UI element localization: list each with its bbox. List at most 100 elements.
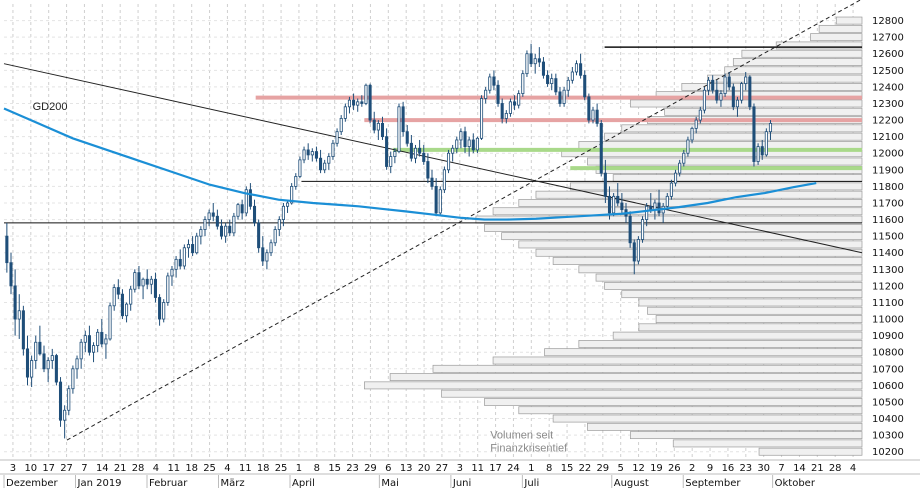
candle-body [314,151,318,159]
volume-profile-bar [441,389,863,398]
volume-profile-bar [664,107,863,116]
y-tick-label: 11100 [872,298,904,309]
candle-body [215,215,219,227]
candle-body [628,215,632,244]
volume-profile-bar [484,398,863,406]
y-tick-label: 12400 [872,82,904,93]
volume-profile-bar [638,298,863,307]
candle-body [401,106,405,133]
volume-profile-bar [595,273,863,282]
candle-body [513,101,517,106]
candle-body [521,73,525,94]
candle-body [319,157,323,171]
y-tick-label: 10300 [872,431,904,442]
candle-body [257,222,261,249]
candle-body [707,79,711,91]
candle-body [252,205,257,224]
candle-body [446,152,451,171]
x-tick-label: 23 [739,463,752,474]
candle-body [533,58,537,65]
volume-profile-bar [587,157,863,166]
x-tick-label: 6 [385,463,391,474]
x-tick-label: 8 [546,463,552,474]
x-tick-label: 1 [528,463,534,474]
candle-body [645,205,649,220]
x-tick-label: 3 [457,463,463,474]
candle-body [228,225,232,234]
candle-body [347,99,351,108]
candle-body [269,242,273,254]
volume-profile-bar [741,49,863,58]
y-tick-label: 11800 [872,182,904,193]
candle-body [665,195,669,207]
x-tick-label: 27 [436,463,449,474]
volume-profile-bar [389,373,863,381]
volume-profile [364,16,863,456]
candle-body [451,147,455,154]
candle-body [182,247,186,267]
x-tick-label: 1 [296,463,302,474]
candle-body [54,355,58,383]
volume-profile-bar [629,431,863,440]
x-tick-label: 10 [24,463,37,474]
x-tick-label: 7 [81,463,87,474]
x-tick-label: 28 [829,463,842,474]
candle-body [422,152,426,162]
x-tick-label: 11 [167,463,180,474]
candle-body [352,99,356,106]
candle-body [277,219,281,230]
y-tick-label: 12300 [872,99,904,110]
x-tick-label: 29 [596,463,609,474]
volume-profile-bar [492,356,863,365]
candle-body [360,101,364,104]
x-tick-label: 11 [239,463,252,474]
candle-body [463,131,467,148]
candle-body [723,76,727,94]
candle-body [413,147,418,159]
candle-body [310,151,314,156]
candle-body [108,305,112,340]
x-tick-label: 11 [471,463,484,474]
candle-body [649,205,653,211]
candle-body [562,89,566,104]
candle-body [9,262,13,287]
y-tick-label: 11900 [872,165,904,176]
candle-body [125,303,129,317]
x-tick-label: 12 [632,463,645,474]
x-tick-label: 8 [314,463,320,474]
volume-profile-bar [578,265,863,274]
x-tick-label: 9 [707,463,713,474]
volume-profile-bar [818,24,863,33]
candle-body [554,78,558,93]
volume-profile-bar [535,190,863,199]
candle-body [286,202,290,207]
volume-profile-bar [647,306,863,315]
y-tick-label: 12700 [872,33,904,44]
candle-body [211,212,215,217]
volume-profile-bar [578,340,863,348]
candle-body [120,293,124,317]
candle-body [380,122,385,138]
candle-body [686,139,690,154]
y-axis: 10200 10300 10400 10500 10600 10700 10800 10900… [872,16,904,458]
x-month-label: August [614,478,649,489]
volume-profile-bar [364,381,863,390]
candle-body [100,331,104,345]
candle-body [30,360,34,378]
candle-body [63,409,67,421]
volume-profile-bar [629,99,863,108]
candle-body [752,106,756,162]
candle-body [537,58,541,63]
volume-profile-bar [552,257,863,265]
y-tick-label: 12200 [872,116,904,127]
candle-body [207,212,211,220]
candle-body [694,119,698,129]
candle-body [500,103,504,119]
y-tick-label: 10800 [872,348,904,359]
candle-body [632,242,636,262]
x-tick-label: 14 [96,463,109,474]
candle-body [636,239,640,262]
candle-body [541,61,545,76]
candle-body [364,84,368,104]
